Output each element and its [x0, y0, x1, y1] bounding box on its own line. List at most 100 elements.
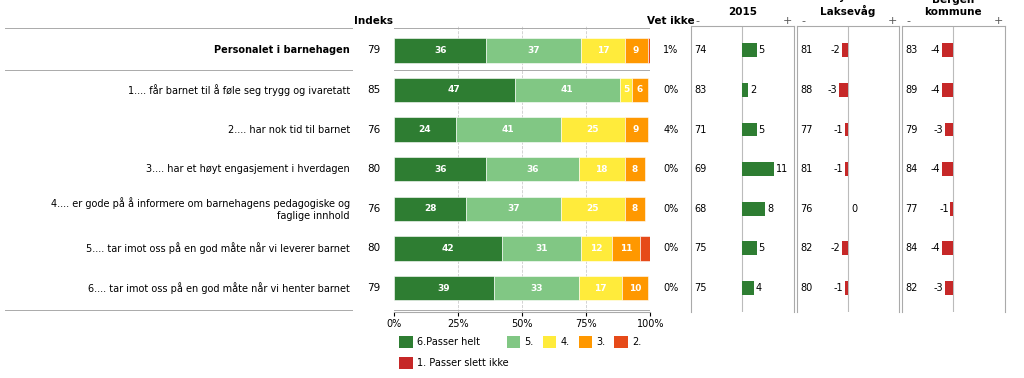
Text: 3.... har et høyt engasjement i hverdagen: 3.... har et høyt engasjement i hverdage… [146, 164, 350, 174]
Text: +: + [782, 15, 792, 26]
Bar [394, 77, 515, 102]
Text: 76: 76 [800, 204, 812, 214]
Text: 8: 8 [632, 204, 638, 213]
Text: 82: 82 [800, 243, 812, 253]
Text: 37: 37 [527, 46, 540, 55]
Text: 69: 69 [694, 164, 707, 174]
Bar [582, 38, 625, 62]
Text: 6.Passer helt: 6.Passer helt [417, 337, 480, 347]
Text: -: - [801, 15, 805, 26]
Bar [486, 157, 579, 181]
Text: 31: 31 [536, 244, 548, 253]
Text: -1: -1 [834, 283, 844, 293]
Bar [842, 43, 848, 57]
Text: 88: 88 [800, 85, 812, 95]
Text: 68: 68 [694, 204, 707, 214]
Text: 24: 24 [419, 125, 431, 134]
Text: 11: 11 [620, 244, 632, 253]
Bar [625, 157, 645, 181]
Text: 75: 75 [694, 283, 707, 293]
Text: 11: 11 [776, 164, 787, 174]
Text: 4: 4 [756, 283, 762, 293]
Text: -: - [695, 15, 699, 26]
Text: 89: 89 [905, 85, 918, 95]
Text: 71: 71 [694, 124, 707, 135]
Text: Personalet i barnehagen: Personalet i barnehagen [214, 45, 350, 55]
Text: 8: 8 [767, 204, 773, 214]
Text: 81: 81 [800, 164, 812, 174]
Text: +: + [888, 15, 897, 26]
Text: 9: 9 [633, 125, 639, 134]
Bar [742, 43, 757, 57]
Text: 42: 42 [441, 244, 455, 253]
Text: 5.... tar imot oss på en god måte når vi leverer barnet: 5.... tar imot oss på en god måte når vi… [86, 242, 350, 254]
Bar [561, 117, 625, 142]
Bar [625, 117, 647, 142]
Text: Indeks: Indeks [354, 15, 393, 26]
Bar [515, 77, 620, 102]
Bar [950, 202, 953, 216]
Text: 84: 84 [905, 164, 918, 174]
Bar [579, 276, 622, 301]
Bar [942, 43, 953, 57]
Bar [394, 197, 466, 221]
Bar [945, 281, 953, 295]
Text: -2: -2 [830, 45, 841, 55]
Text: 0%: 0% [664, 283, 678, 293]
Text: 4.: 4. [560, 337, 569, 347]
Bar [633, 77, 648, 102]
Text: 12: 12 [590, 244, 603, 253]
Bar [466, 197, 561, 221]
Text: Bergen
kommune: Bergen kommune [925, 0, 982, 17]
Text: Bydel
Laksevåg: Bydel Laksevåg [820, 0, 876, 17]
Text: -4: -4 [931, 243, 940, 253]
Text: 8: 8 [632, 165, 638, 174]
Text: 0%: 0% [664, 85, 678, 95]
Text: -2: -2 [830, 243, 841, 253]
Bar [742, 122, 757, 136]
Text: 77: 77 [905, 204, 918, 214]
Bar [612, 236, 640, 261]
Text: 5: 5 [623, 85, 629, 94]
Text: 5: 5 [759, 243, 765, 253]
Text: 4.... er gode på å informere om barnehagens pedagogiske og
faglige innhold: 4.... er gode på å informere om barnehag… [50, 197, 350, 220]
Bar [579, 157, 625, 181]
Text: 5: 5 [759, 124, 765, 135]
Text: 25: 25 [587, 125, 599, 134]
Text: 41: 41 [502, 125, 514, 134]
Bar [742, 83, 749, 97]
Bar [845, 281, 848, 295]
Text: 0: 0 [851, 204, 857, 214]
Bar [742, 162, 774, 176]
Bar [845, 162, 848, 176]
Text: 36: 36 [434, 165, 446, 174]
Text: -4: -4 [931, 85, 940, 95]
Bar [456, 117, 561, 142]
Text: 76: 76 [368, 204, 380, 214]
Bar [625, 38, 647, 62]
Bar [845, 122, 848, 136]
Text: 28: 28 [424, 204, 436, 213]
Bar [623, 276, 648, 301]
Text: 6: 6 [637, 85, 643, 94]
Bar [942, 242, 953, 256]
Text: Vet ikke: Vet ikke [647, 15, 694, 26]
Text: -3: -3 [934, 124, 943, 135]
Text: -: - [906, 15, 910, 26]
Text: 2.: 2. [632, 337, 641, 347]
Bar [742, 242, 757, 256]
Text: -4: -4 [931, 164, 940, 174]
Bar [582, 236, 612, 261]
Bar [648, 38, 650, 62]
Text: 0%: 0% [664, 164, 678, 174]
Text: -1: -1 [834, 164, 844, 174]
Text: 85: 85 [368, 85, 380, 95]
Text: 36: 36 [526, 165, 539, 174]
Text: -4: -4 [931, 45, 940, 55]
Text: 79: 79 [368, 283, 380, 293]
Text: 37: 37 [507, 204, 519, 213]
Text: 47: 47 [449, 85, 461, 94]
Text: 77: 77 [800, 124, 812, 135]
Text: 6.... tar imot oss på en god måte når vi henter barnet: 6.... tar imot oss på en god måte når vi… [88, 282, 350, 294]
Text: 80: 80 [800, 283, 812, 293]
